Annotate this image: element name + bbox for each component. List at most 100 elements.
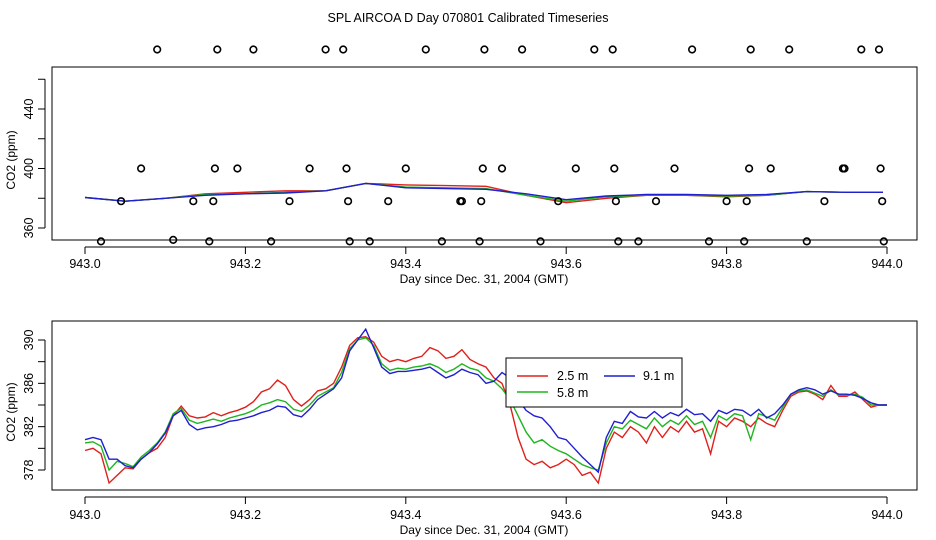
top-panel: 943.0 943.2 943.4 943.6 943.8 944.0360400440 … [4,45,918,286]
top-scatter-point-52 [785,45,794,54]
top-axis-ticks: 943.0 943.2 943.4 943.6 943.8 944.0 360 400 440 [22,78,903,271]
legend-label-5-8m: 5.8 m [557,386,588,400]
top-scatter-point-17 [342,164,351,173]
top-y-tick-label-400: 400 [22,158,36,179]
bottom-y-tick-label-390: 390 [22,330,36,351]
top-scatter-point-38 [610,164,619,173]
bottom-plot-frame [51,320,918,491]
top-scatter-point-30 [480,45,489,54]
top-scatter-point-48 [742,197,751,206]
bottom-x-axis-label: Day since Dec. 31, 2004 (GMT) [400,523,569,537]
top-scatter-point-36 [590,45,599,54]
bottom-series-lines [84,327,887,485]
top-y-tick-label-440: 440 [22,99,36,120]
bottom-y-tick-label-386: 386 [22,373,36,394]
top-scatter-point-42 [651,197,661,206]
top-scatter-point-58 [874,45,884,54]
top-series-line-9-1-m [84,182,883,202]
top-y-tick-label-360: 360 [22,218,36,239]
top-scatter-point-53 [802,237,811,246]
top-scatter-point-15 [321,45,330,54]
top-x-tick-label-944-0: 944.0 [871,257,902,271]
top-scatter-points [96,45,888,246]
top-scatter-point-27 [475,237,484,246]
top-scatter-point-37 [608,45,617,54]
legend-label-9-1m: 9.1 m [643,369,674,383]
top-scatter-point-49 [744,164,754,173]
top-scatter-point-33 [536,237,545,246]
top-x-tick-label-943-2: 943.2 [230,257,261,271]
top-scatter-point-29 [478,164,487,173]
bottom-y-axis-label: CO2 (ppm) [4,382,18,441]
top-scatter-point-39 [611,197,621,206]
top-scatter-point-3 [153,45,162,54]
top-scatter-point-2 [137,164,146,173]
top-scatter-point-21 [384,197,393,206]
top-scatter-point-35 [571,164,580,173]
bottom-panel: 943.0 943.2 943.4 943.6 943.8 944.0 378 382 386 3… [4,320,918,537]
top-scatter-point-18 [344,197,353,206]
top-scatter-point-9 [213,45,222,54]
top-scatter-point-26 [457,197,467,206]
top-scatter-point-32 [517,45,527,54]
top-scatter-point-61 [879,237,888,246]
top-scatter-point-57 [857,45,866,54]
top-scatter-point-19 [345,237,354,246]
top-scatter-point-41 [634,237,643,246]
top-x-tick-label-943-6: 943.6 [551,257,582,271]
bottom-x-tick-label-943-0: 943.0 [69,508,100,522]
top-scatter-point-16 [339,45,348,54]
top-scatter-point-0 [96,237,106,246]
top-scatter-point-7 [209,197,218,206]
top-scatter-point-5 [189,197,198,206]
top-scatter-point-40 [614,237,623,246]
bottom-y-tick-label-382: 382 [22,416,36,437]
top-scatter-point-50 [746,45,755,54]
top-scatter-point-4 [169,235,178,244]
bottom-x-tick-label-943-6: 943.6 [551,508,582,522]
top-series-lines [84,182,883,204]
legend-label-2-5m: 2.5 m [557,369,588,383]
top-scatter-point-59 [876,164,885,173]
bottom-x-tick-label-943-4: 943.4 [390,508,421,522]
bottom-x-tick-label-943-8: 943.8 [711,508,742,522]
bottom-series-line-9-1-m [84,327,887,474]
top-x-axis-label: Day since Dec. 31, 2004 (GMT) [400,272,569,286]
legend-box [505,357,683,408]
top-scatter-point-13 [285,197,294,206]
top-scatter-point-22 [401,164,410,173]
top-y-axis-label: CO2 (ppm) [4,130,18,189]
bottom-y-tick-label-378: 378 [22,460,36,481]
top-scatter-point-12 [267,237,276,246]
top-scatter-point-31 [497,164,507,173]
top-scatter-point-46 [722,197,731,206]
top-x-tick-label-943-0: 943.0 [69,257,100,271]
top-scatter-point-45 [704,237,714,246]
top-scatter-point-23 [421,45,430,54]
bottom-series-line-5-8-m [84,337,887,472]
top-scatter-point-43 [670,164,679,173]
bottom-axis-ticks: 943.0 943.2 943.4 943.6 943.8 944.0 378 382 386 3… [22,330,903,522]
top-scatter-point-47 [740,237,749,246]
top-x-tick-label-943-4: 943.4 [390,257,421,271]
top-scatter-point-8 [210,164,219,173]
top-scatter-point-51 [766,164,775,173]
top-scatter-point-44 [687,45,697,54]
top-x-tick-label-943-8: 943.8 [711,257,742,271]
top-scatter-point-6 [205,237,214,246]
top-scatter-point-28 [477,197,486,206]
top-scatter-point-56 [840,164,849,173]
top-scatter-point-54 [820,197,829,206]
top-plot-frame [51,66,918,241]
figure-title: SPL AIRCOA D Day 070801 Calibrated Times… [328,11,609,25]
top-scatter-point-11 [249,45,258,54]
legend: 2.5 m 5.8 m 9.1 m [505,357,683,408]
top-scatter-point-20 [365,237,374,246]
top-scatter-point-10 [233,164,242,173]
bottom-series-line-2-5-m [84,335,887,485]
top-scatter-point-34 [554,197,563,206]
top-scatter-point-60 [878,197,887,206]
bottom-x-tick-label-944-0: 944.0 [871,508,902,522]
top-scatter-point-14 [305,164,314,173]
